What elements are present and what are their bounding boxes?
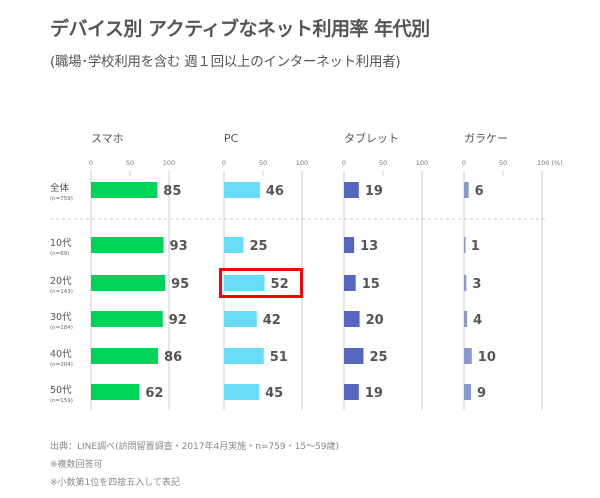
bar xyxy=(344,384,359,400)
tick-label: 50 xyxy=(126,159,134,167)
category-label: 30代 xyxy=(50,312,72,323)
data-label: 42 xyxy=(263,313,281,328)
tick-label: 100 (%) xyxy=(537,159,563,167)
tick-label: 0 xyxy=(342,159,346,167)
data-label: 6 xyxy=(475,184,484,199)
bar xyxy=(224,275,265,291)
data-label: 20 xyxy=(366,313,384,328)
bar xyxy=(91,311,163,327)
category-n: (n=184) xyxy=(50,325,73,331)
tick-label: 0 xyxy=(462,159,466,167)
bar xyxy=(464,384,472,400)
tick-label: 100 xyxy=(163,159,175,167)
data-label: 95 xyxy=(171,277,189,292)
data-label: 15 xyxy=(362,277,380,292)
category-label: 20代 xyxy=(50,276,72,287)
bar xyxy=(91,384,140,400)
data-label: 13 xyxy=(360,239,378,254)
data-label: 10 xyxy=(478,350,496,365)
category-n: (n=69) xyxy=(50,251,69,257)
tick-label: 50 xyxy=(259,159,267,167)
bar xyxy=(464,237,466,253)
tick-label: 50 xyxy=(379,159,387,167)
tick-label: 100 xyxy=(416,159,428,167)
bar xyxy=(224,384,260,400)
bar xyxy=(464,182,469,198)
chart-title: デバイス別 アクティブなネット利用率 年代別 xyxy=(50,18,430,40)
footnote-rounding: ※小数第1位を四捨五入して表記 xyxy=(50,478,180,488)
data-label: 62 xyxy=(145,386,163,401)
bar xyxy=(91,275,166,291)
data-label: 92 xyxy=(169,313,187,328)
series-header: スマホ xyxy=(91,132,124,145)
bar xyxy=(224,182,260,198)
data-label: 19 xyxy=(365,184,383,199)
tick-label: 0 xyxy=(222,159,226,167)
data-label: 45 xyxy=(265,386,283,401)
bar xyxy=(91,348,159,364)
category-label: 全体 xyxy=(50,182,70,194)
data-label: 52 xyxy=(271,277,289,292)
tick-label: 50 xyxy=(499,159,507,167)
bar xyxy=(464,311,468,327)
data-label: 51 xyxy=(270,350,288,365)
data-label: 93 xyxy=(170,239,188,254)
footnote-source: 出典：LINE調べ(訪問留置調査・2017年4月実施・n=759・15〜59歳) xyxy=(50,442,340,452)
bar xyxy=(224,348,264,364)
category-n: (n=759) xyxy=(50,196,73,202)
bar xyxy=(224,311,257,327)
series-header: ガラケー xyxy=(464,132,508,145)
series-header: タブレット xyxy=(344,131,399,145)
category-label: 10代 xyxy=(50,238,72,249)
data-label: 86 xyxy=(164,350,182,365)
tick-label: 0 xyxy=(89,159,93,167)
category-n: (n=204) xyxy=(50,362,73,368)
data-label: 25 xyxy=(370,350,388,365)
data-label: 25 xyxy=(250,239,268,254)
footnote-multiple: ※複数回答可 xyxy=(50,460,103,470)
highlight-box xyxy=(219,268,303,298)
bar xyxy=(344,182,359,198)
data-label: 4 xyxy=(473,313,482,328)
data-label: 1 xyxy=(471,239,480,254)
series-header: PC xyxy=(224,132,239,145)
category-label: 50代 xyxy=(50,385,72,396)
category-n: (n=143) xyxy=(50,289,73,295)
bar xyxy=(344,348,364,364)
data-label: 9 xyxy=(477,386,486,401)
bar xyxy=(464,348,472,364)
chart-subtitle: (職場･学校利用を含む 週１回以上のインターネット利用者) xyxy=(50,54,401,70)
data-label: 85 xyxy=(163,184,181,199)
bar xyxy=(344,311,360,327)
category-label: 40代 xyxy=(50,349,72,360)
data-label: 19 xyxy=(365,386,383,401)
bar xyxy=(344,275,356,291)
bar xyxy=(344,237,355,253)
bar xyxy=(91,237,164,253)
category-n: (n=159) xyxy=(50,398,73,404)
data-label: 46 xyxy=(266,184,284,199)
bar xyxy=(224,237,244,253)
tick-label: 100 xyxy=(296,159,308,167)
data-label: 3 xyxy=(472,277,481,292)
bar xyxy=(91,182,158,198)
bar xyxy=(464,275,467,291)
